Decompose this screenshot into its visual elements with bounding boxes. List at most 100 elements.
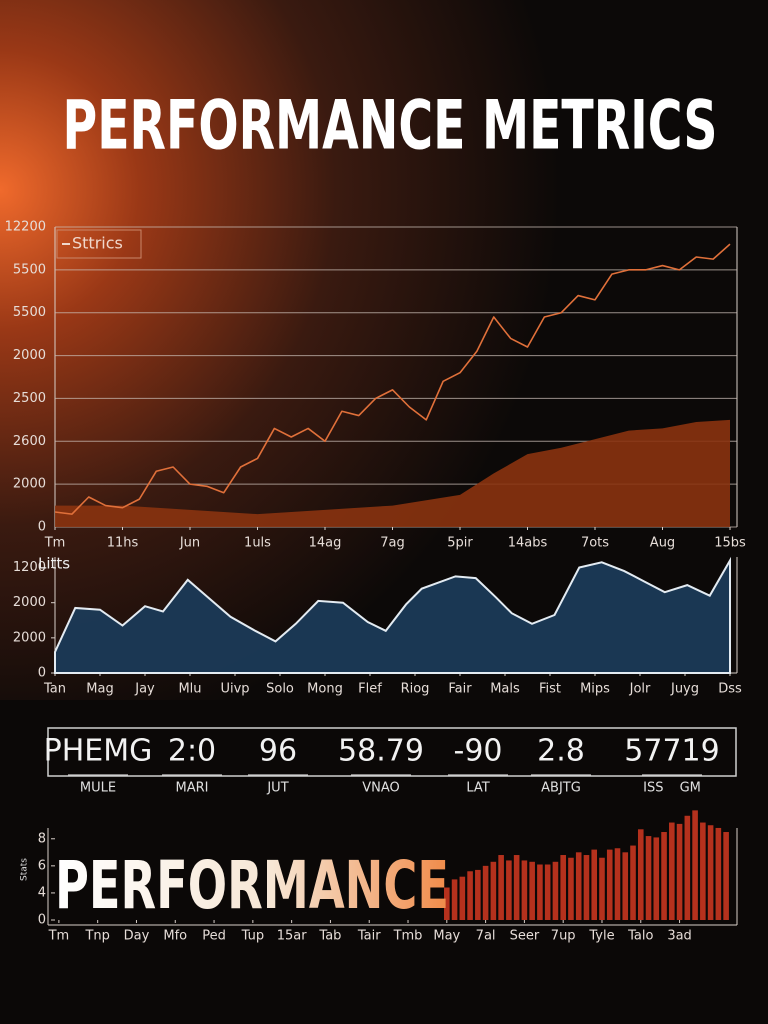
- stat-label: MARI: [176, 781, 209, 796]
- bar: [622, 852, 629, 920]
- x-tick-label: Mips: [580, 682, 610, 697]
- stat-value: 96: [259, 734, 297, 769]
- bar: [637, 829, 644, 920]
- bar: [498, 855, 504, 920]
- bar: [645, 836, 652, 920]
- x-tick-label: Fist: [539, 682, 561, 697]
- x-tick-label: 7al: [476, 929, 496, 944]
- x-tick-label: Jun: [179, 536, 200, 551]
- bar: [521, 860, 528, 920]
- stat-label: LAT: [466, 781, 489, 796]
- x-tick-label: 15ar: [277, 929, 308, 944]
- bar: [684, 815, 691, 920]
- x-tick-label: 15bs: [714, 536, 746, 551]
- x-tick-label: Aug: [650, 536, 675, 551]
- bar: [544, 864, 551, 920]
- bar: [669, 822, 675, 920]
- x-tick-label: Tnp: [84, 929, 109, 944]
- x-tick-label: Jay: [134, 682, 155, 697]
- bar: [676, 823, 683, 920]
- x-tick-label: Mag: [86, 682, 113, 697]
- bar: [482, 865, 489, 920]
- x-tick-label: Talo: [627, 929, 653, 944]
- x-tick-label: Tan: [43, 682, 66, 697]
- stat-label: ABJTG: [541, 781, 581, 796]
- y-tick-label: 2000: [13, 348, 46, 363]
- bar: [568, 857, 574, 920]
- stat-value: 2:0: [168, 734, 216, 769]
- x-tick-label: Tm: [48, 929, 70, 944]
- y-tick-label: 2000: [13, 595, 46, 610]
- x-tick-label: Tmb: [393, 929, 423, 944]
- chart: 0 4 6 8 Tm Tnp Day Mfo Ped Tup 15ar Tab Tair Tmb May 7a…: [20, 810, 729, 944]
- banner: PERFORMANCE: [55, 847, 449, 924]
- legend-box: [56, 229, 142, 259]
- y-axis-label: Stats: [20, 858, 30, 881]
- bar: [560, 855, 566, 920]
- stat-value: 58.79: [338, 734, 424, 769]
- x-tick-label: Fair: [448, 682, 472, 697]
- bar: [630, 845, 636, 920]
- y-tick-label: 0: [38, 913, 46, 928]
- y-tick-label: 1200: [13, 560, 46, 575]
- line: [54, 243, 731, 515]
- stat-label: VNAO: [362, 781, 400, 796]
- stat-value: -90: [454, 734, 503, 769]
- y-tick-label: 8: [38, 831, 46, 846]
- bar: [715, 827, 722, 920]
- bar: [513, 855, 520, 920]
- y-tick-label: 12200: [5, 220, 46, 235]
- x-tick-label: Tup: [241, 929, 264, 944]
- stat-value: PHEMG: [44, 734, 153, 769]
- x-tick-label: Day: [124, 929, 150, 944]
- bar: [723, 832, 729, 920]
- x-tick-label: Jolr: [629, 682, 651, 697]
- area: [55, 419, 730, 527]
- x-tick-label: 14ag: [309, 536, 342, 551]
- stat-label: ISS GM: [643, 781, 701, 796]
- y-tick-label: 2000: [13, 477, 46, 492]
- bar: [459, 876, 466, 920]
- x-tick-label: Dss: [718, 682, 742, 697]
- x-tick-label: 7up: [551, 929, 576, 944]
- area: [54, 556, 731, 674]
- y-tick-label: 5500: [13, 262, 46, 277]
- bar: [475, 869, 481, 920]
- x-tick-label: Mfo: [163, 929, 187, 944]
- bar: [707, 825, 714, 920]
- x-tick-label: 7ots: [581, 536, 609, 551]
- x-tick-label: 7ag: [380, 536, 405, 551]
- y-tick-label: 5500: [13, 305, 46, 320]
- x-tick-label: Riog: [401, 682, 430, 697]
- x-tick-label: Flef: [358, 682, 382, 697]
- stat-label: JUT: [266, 781, 288, 796]
- bar: [575, 852, 582, 920]
- x-tick-label: 1uls: [244, 536, 271, 551]
- bar: [653, 837, 660, 920]
- y-tick-label: 6: [38, 858, 46, 873]
- y-tick-label: 4: [38, 885, 46, 900]
- x-tick-label: May: [433, 929, 460, 944]
- bar: [614, 848, 621, 920]
- x-tick-label: Tab: [318, 929, 341, 944]
- legend-label: Sttrics: [72, 234, 123, 253]
- x-tick-label: 11hs: [107, 536, 139, 551]
- y-tick-label: 2600: [13, 434, 46, 449]
- chart: 0 2000 2000 1200 Tan Mag Jay Mlu Uivp Solo Mong Fle…: [13, 555, 742, 697]
- chart: 0 2000 2600 2500 2000 5500 5500 12200 Tm 11hs Jun 1…: [5, 220, 746, 551]
- bar: [552, 861, 559, 920]
- x-tick-label: Mals: [490, 682, 520, 697]
- y-tick-label: 2000: [13, 630, 46, 645]
- x-tick-label: 14abs: [508, 536, 548, 551]
- bar: [529, 861, 535, 920]
- x-tick-label: Mlu: [178, 682, 201, 697]
- y-tick-label: 2500: [13, 391, 46, 406]
- stat-label: MULE: [80, 781, 116, 796]
- x-tick-label: Ped: [202, 929, 226, 944]
- x-tick-label: Tyle: [588, 929, 614, 944]
- x-tick-label: Solo: [266, 682, 294, 697]
- bar: [700, 822, 706, 920]
- stat-value: 2.8: [537, 734, 585, 769]
- x-tick-label: Tm: [44, 536, 66, 551]
